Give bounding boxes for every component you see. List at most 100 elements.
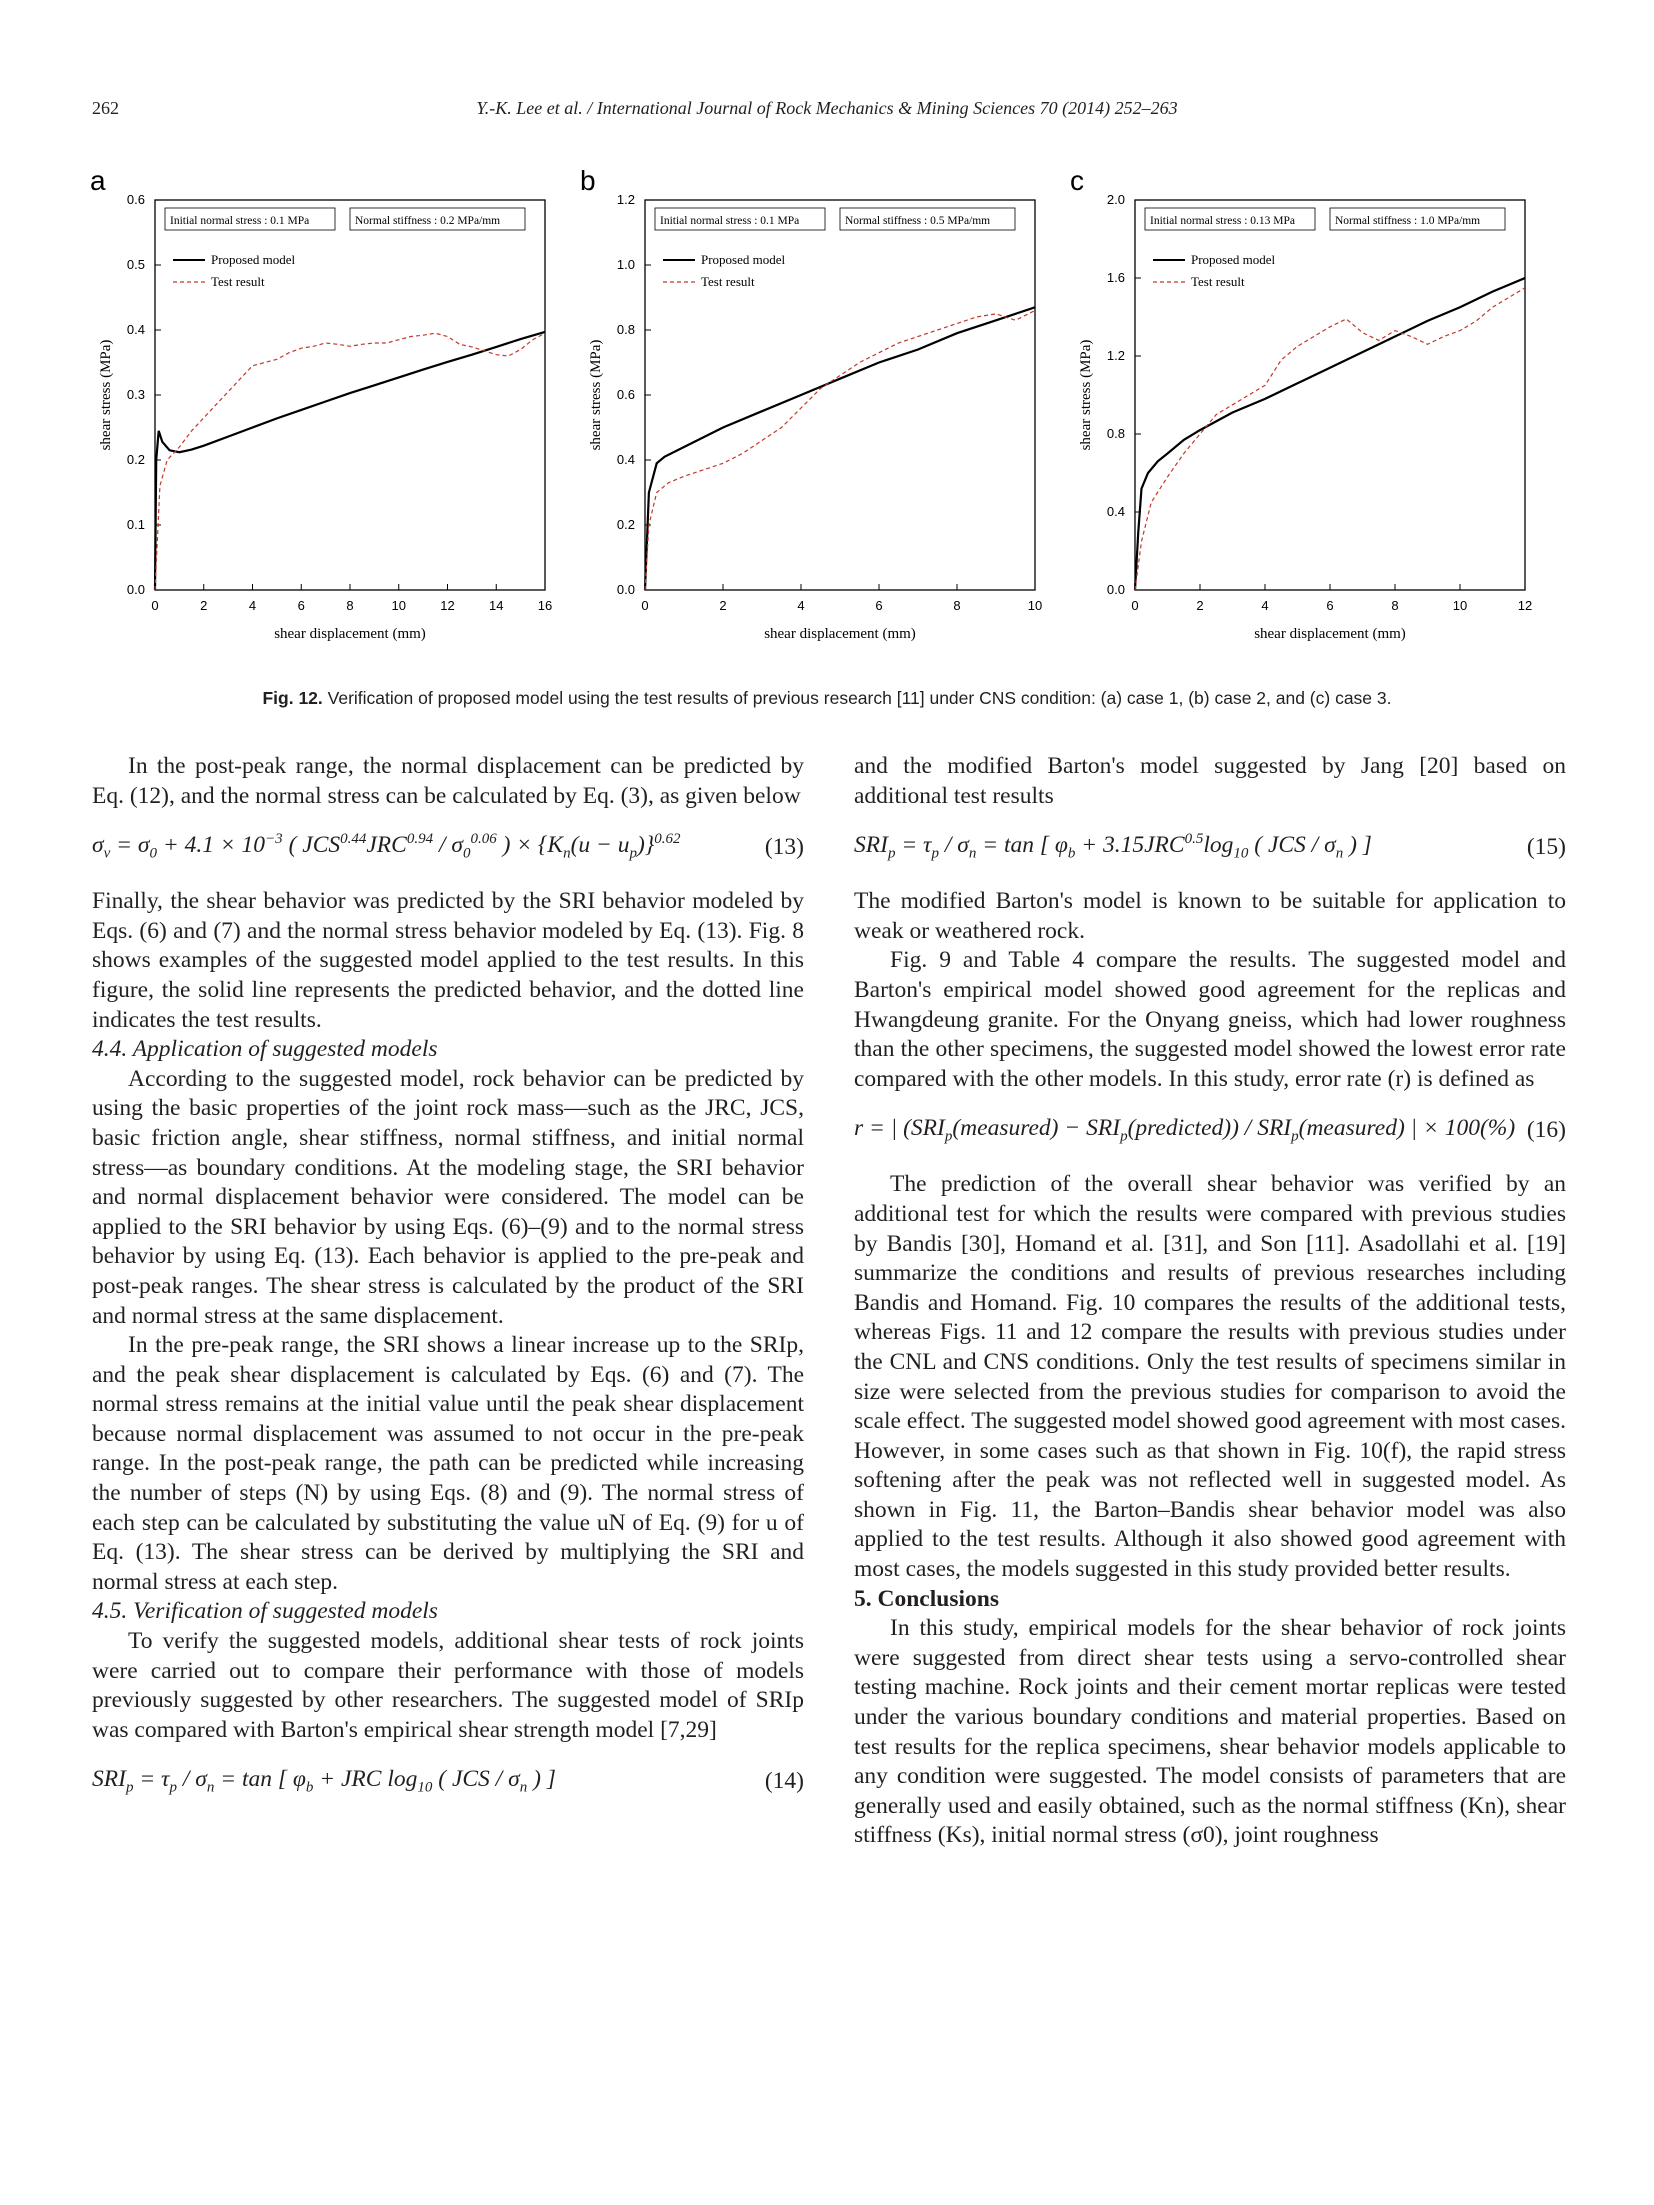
- equation-16: r = | (SRIp(measured) − SRIp(predicted))…: [854, 1115, 1566, 1146]
- info-box-text: Initial normal stress : 0.13 MPa: [1150, 215, 1295, 227]
- series-line: [153, 330, 546, 591]
- series-line: [1133, 276, 1526, 591]
- figure-caption: Fig. 12. Verification of proposed model …: [90, 688, 1564, 709]
- series-line: [643, 306, 1036, 591]
- x-tick-label: 12: [1518, 598, 1532, 613]
- paragraph: In this study, empirical models for the …: [854, 1615, 1566, 1849]
- x-tick-label: 0: [1131, 598, 1138, 613]
- y-tick-label: 0.6: [617, 387, 635, 402]
- x-tick-label: 16: [538, 598, 552, 613]
- x-axis-label: shear displacement (mm): [764, 626, 916, 642]
- x-tick-label: 4: [1261, 598, 1268, 613]
- x-tick-label: 8: [346, 598, 353, 613]
- chart-panel-c: c 0 2 4 6 8 10 12 0.0 0.4 0.8 1.2 1.6 2.0 shear displa…: [1070, 165, 1532, 642]
- y-tick-label: 0.4: [1107, 504, 1125, 519]
- y-tick-label: 0.2: [617, 517, 635, 532]
- info-box-text: Initial normal stress : 0.1 MPa: [660, 215, 799, 227]
- x-tick-label: 0: [151, 598, 158, 613]
- x-tick-label: 10: [1453, 598, 1467, 613]
- page-header: 262 Y.-K. Lee et al. / International Jou…: [92, 98, 1562, 126]
- x-tick-label: 8: [1391, 598, 1398, 613]
- y-tick-label: 0.3: [127, 387, 145, 402]
- x-tick-label: 6: [1326, 598, 1333, 613]
- equation-number: (13): [764, 834, 804, 861]
- info-box: [164, 207, 336, 231]
- y-tick-label: 1.2: [617, 192, 635, 207]
- y-tick-label: 1.6: [1107, 270, 1125, 285]
- legend-label: Test result: [701, 274, 755, 289]
- series-line: [644, 309, 1036, 591]
- x-tick-label: 10: [392, 598, 406, 613]
- y-tick-label: 1.0: [617, 257, 635, 272]
- chart-panel-b: b 0 2 4 6 8 10 0.0 0.2 0.4 0.6 0.8 1.0 1.2 shear displ…: [580, 165, 1042, 642]
- info-box: [349, 207, 526, 231]
- section-heading-4-5: 4.5. Verification of suggested models: [92, 1598, 438, 1625]
- info-box-text: Normal stiffness : 1.0 MPa/mm: [1335, 215, 1480, 227]
- right-column: and the modified Barton's model suggeste…: [854, 752, 1566, 1851]
- legend-label: Test result: [211, 274, 265, 289]
- paragraph: Fig. 9 and Table 4 compare the results. …: [854, 947, 1566, 1092]
- y-tick-label: 0.6: [127, 192, 145, 207]
- x-tick-label: 14: [489, 598, 503, 613]
- equation-number: (16): [1526, 1117, 1566, 1144]
- legend-label: Proposed model: [1191, 252, 1276, 267]
- y-tick-label: 0.1: [127, 517, 145, 532]
- x-tick-label: 2: [200, 598, 207, 613]
- paragraph: The prediction of the overall shear beha…: [854, 1171, 1566, 1583]
- series-line: [154, 332, 546, 591]
- chart-panel-a: a 0 2 4 6 8 10 12 14 16 0.0 0.1 0.2 0.3 0.4 0.5 0.6 shear…: [90, 165, 552, 642]
- y-tick-label: 2.0: [1107, 192, 1125, 207]
- y-axis-label: shear stress (MPa): [98, 340, 114, 451]
- equation-number: (14): [764, 1768, 804, 1795]
- paragraph: In the pre-peak range, the SRI shows a l…: [92, 1332, 804, 1595]
- x-tick-label: 10: [1028, 598, 1042, 613]
- paragraph: Finally, the shear behavior was predicte…: [92, 888, 804, 1033]
- series-line: [1134, 287, 1526, 591]
- paragraph: In the post-peak range, the normal displ…: [92, 753, 804, 809]
- y-tick-label: 1.2: [1107, 348, 1125, 363]
- paragraph: To verify the suggested models, addition…: [92, 1628, 804, 1743]
- figure-12-charts: a 0 2 4 6 8 10 12 14 16 0.0 0.1 0.2 0.3 0.4 0.5 0.6 shear…: [90, 165, 1532, 642]
- y-tick-label: 0.4: [617, 452, 635, 467]
- x-tick-label: 8: [953, 598, 960, 613]
- y-tick-label: 0.0: [617, 582, 635, 597]
- section-heading-4-4: 4.4. Application of suggested models: [92, 1036, 438, 1063]
- page-number: 262: [92, 98, 119, 118]
- info-box: [839, 207, 1016, 231]
- running-title: Y.-K. Lee et al. / International Journal…: [476, 98, 1178, 118]
- paragraph: The modified Barton's model is known to …: [854, 888, 1566, 944]
- info-box-text: Normal stiffness : 0.2 MPa/mm: [355, 215, 500, 227]
- paragraph: According to the suggested model, rock b…: [92, 1065, 804, 1329]
- info-box: [1144, 207, 1316, 231]
- y-axis-label: shear stress (MPa): [588, 340, 604, 451]
- legend-label: Proposed model: [211, 252, 296, 267]
- paragraph: and the modified Barton's model suggeste…: [854, 753, 1566, 809]
- figure-12: a 0 2 4 6 8 10 12 14 16 0.0 0.1 0.2 0.3 0.4 0.5 0.6 shear…: [80, 160, 1580, 680]
- equation-15: SRIp = τp / σn = tan [ φb + 3.15JRC0.5lo…: [854, 831, 1566, 862]
- info-box: [654, 207, 826, 231]
- x-axis-label: shear displacement (mm): [1254, 626, 1406, 642]
- x-tick-label: 6: [875, 598, 882, 613]
- y-tick-label: 0.5: [127, 257, 145, 272]
- y-tick-label: 0.8: [617, 322, 635, 337]
- y-tick-label: 0.0: [127, 582, 145, 597]
- x-tick-label: 6: [298, 598, 305, 613]
- x-tick-label: 2: [1196, 598, 1203, 613]
- equation-number: (15): [1526, 834, 1566, 861]
- x-tick-label: 0: [641, 598, 648, 613]
- legend-label: Test result: [1191, 274, 1245, 289]
- y-tick-label: 0.0: [1107, 582, 1125, 597]
- panel-letter: c: [1070, 165, 1084, 196]
- caption-label: Fig. 12.: [262, 688, 323, 708]
- panel-letter: a: [90, 165, 106, 196]
- info-box-text: Initial normal stress : 0.1 MPa: [170, 215, 309, 227]
- equation-13: σv = σ0 + 4.1 × 10−3 ( JCS0.44JRC0.94 / …: [92, 831, 804, 862]
- x-tick-label: 4: [797, 598, 804, 613]
- info-box-text: Normal stiffness : 0.5 MPa/mm: [845, 215, 990, 227]
- x-tick-label: 12: [440, 598, 454, 613]
- y-tick-label: 0.2: [127, 452, 145, 467]
- equation-14: SRIp = τp / σn = tan [ φb + JRC log10 ( …: [92, 1766, 804, 1797]
- section-heading-5: 5. Conclusions: [854, 1585, 999, 1612]
- info-box: [1329, 207, 1506, 231]
- x-tick-label: 4: [249, 598, 256, 613]
